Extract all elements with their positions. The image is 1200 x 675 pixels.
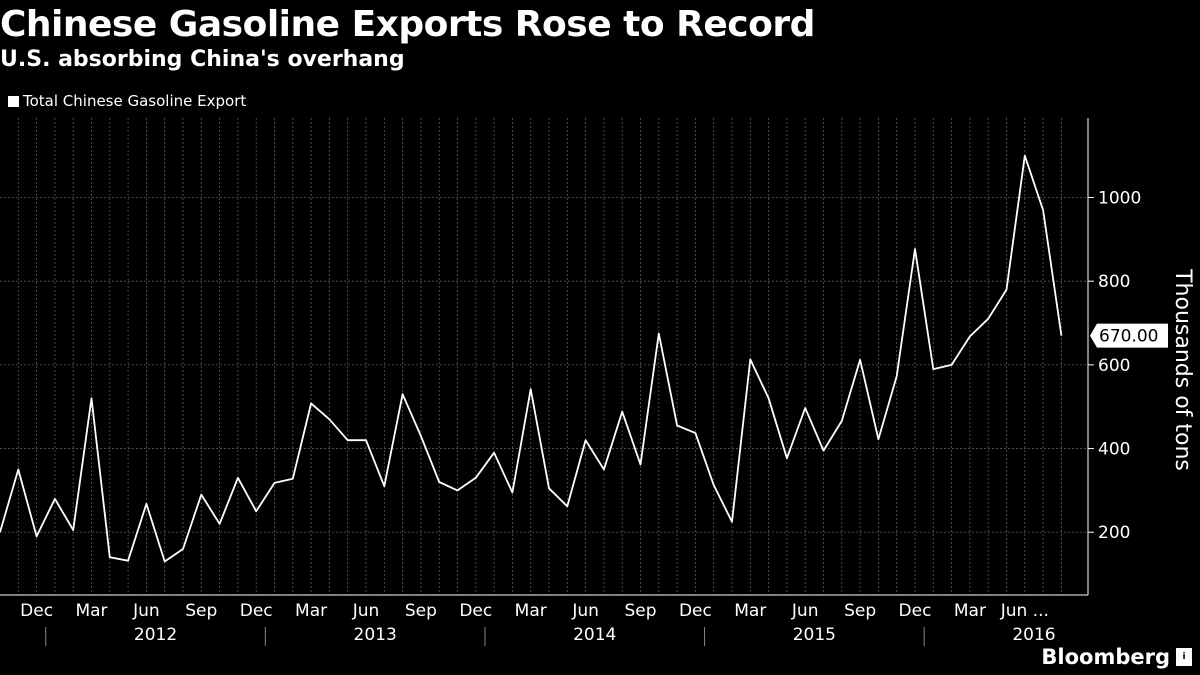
series-line [0,154,1063,563]
x-tick-label: Sep [185,601,217,621]
legend-swatch [8,95,19,107]
x-tick-label: Jun [791,601,819,621]
last-value-callout [1090,323,1168,348]
y-tick-label: 800 [1098,272,1130,292]
legend-label: Total Chinese Gasoline Export [23,92,247,110]
info-icon[interactable]: i [1176,648,1192,666]
last-value-label: 670.00 [1099,327,1158,347]
x-tick-label: Sep [405,601,437,621]
chart-subtitle: U.S. absorbing China's overhang [0,47,405,72]
x-tick-label: Mar [954,601,986,621]
logo-text: Bloomberg [1041,645,1170,669]
x-tick-label: Dec [679,601,712,621]
x-tick-label: Mar [515,601,547,621]
x-tick-label: Dec [20,601,53,621]
x-tick-label: Jun [132,601,160,621]
bloomberg-logo: Bloomberg i [1041,645,1192,669]
x-tick-label: Dec [240,601,273,621]
year-label: 2012 [134,625,177,645]
x-tick-label: Mar [75,601,107,621]
y-tick-label: 400 [1098,440,1130,460]
x-tick-label: Jun [352,601,380,621]
y-tick-label: 1000 [1098,189,1141,209]
x-tick-label: Jun ... [1000,601,1049,621]
x-tick-label: Mar [734,601,766,621]
year-label: 2013 [354,625,397,645]
x-tick-label: Sep [844,601,876,621]
y-tick-label: 600 [1098,356,1130,376]
y-axis-title: Thousands of tons [1170,268,1195,471]
x-tick-label: Sep [624,601,656,621]
legend: Total Chinese Gasoline Export [8,92,246,110]
chart-title: Chinese Gasoline Exports Rose to Record [0,4,815,45]
x-tick-label: Jun [571,601,599,621]
year-label: 2014 [573,625,616,645]
year-label: 2016 [1012,625,1055,645]
x-tick-label: Mar [295,601,327,621]
x-tick-label: Dec [459,601,492,621]
y-tick-label: 200 [1098,523,1130,543]
year-label: 2015 [793,625,836,645]
x-tick-label: Dec [899,601,932,621]
